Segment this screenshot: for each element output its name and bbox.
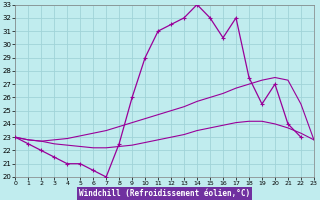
X-axis label: Windchill (Refroidissement éolien,°C): Windchill (Refroidissement éolien,°C) bbox=[79, 189, 250, 198]
